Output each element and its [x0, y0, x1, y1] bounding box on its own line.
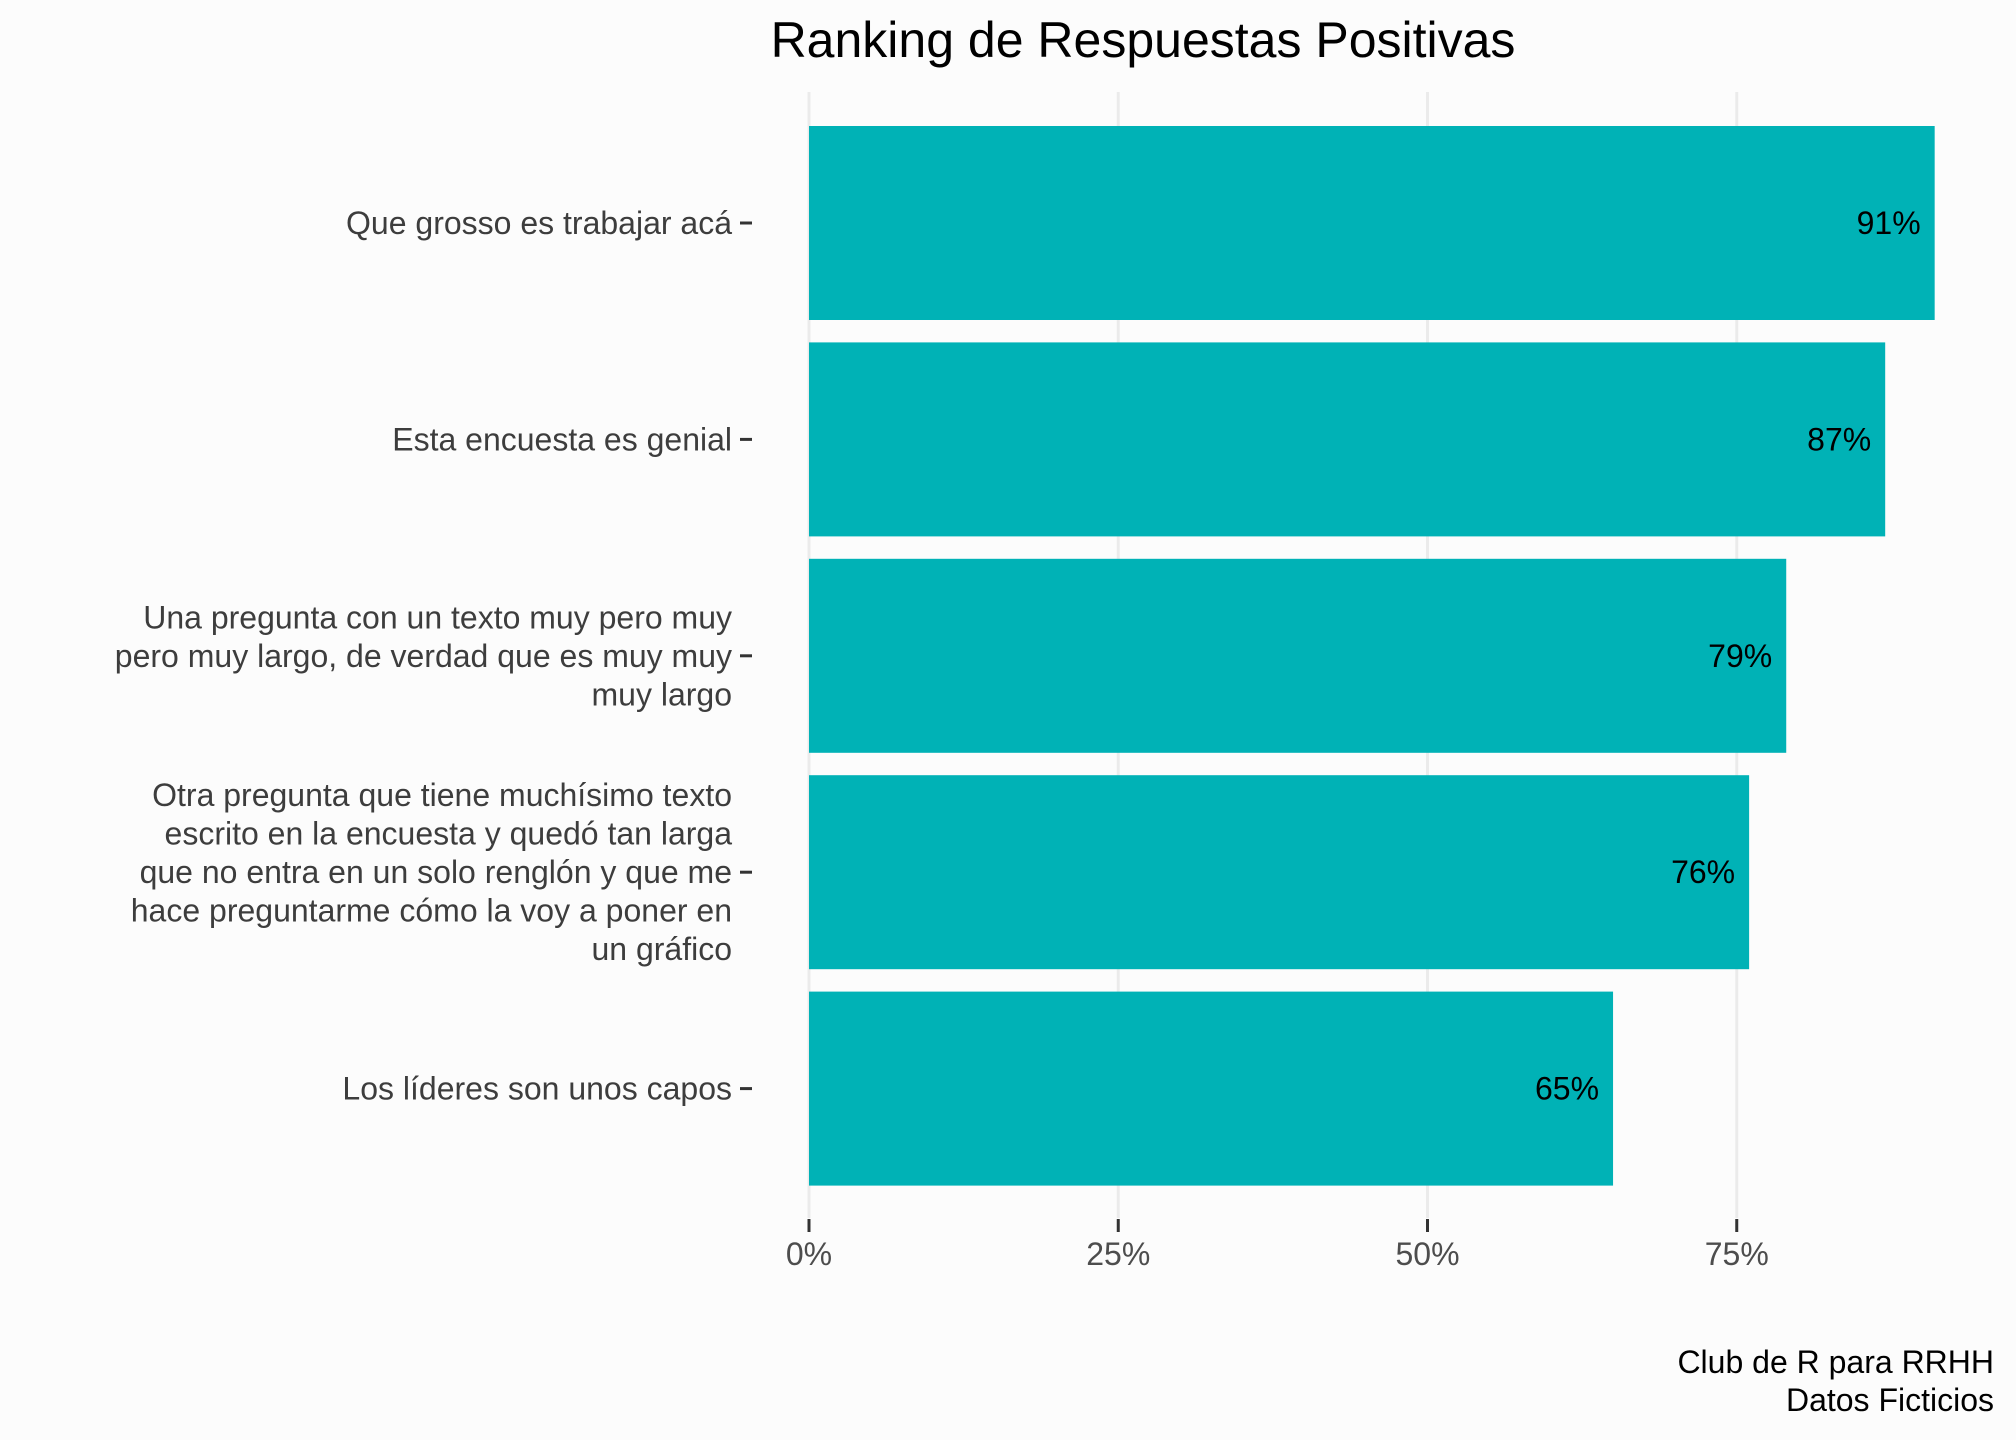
y-axis-label-line: Que grosso es trabajar acá [346, 205, 732, 241]
bar-value-label: 76% [1671, 854, 1735, 890]
x-axis: 0% 25% 50% 75% [786, 1219, 1769, 1272]
y-axis-label: Otra pregunta que tiene muchísimo texto e… [131, 777, 732, 967]
y-axis-label-line: muy largo [592, 676, 733, 712]
y-axis-label-line: escrito en la encuesta y quedó tan larga [165, 816, 733, 852]
caption-line-2: Datos Ficticios [1786, 1382, 1994, 1418]
bar [809, 991, 1614, 1186]
y-axis-label: Que grosso es trabajar acá [346, 205, 732, 241]
bar [809, 558, 1787, 753]
y-axis-label-line: hace preguntarme cómo la voy a poner en [131, 893, 732, 929]
x-tick-label: 25% [1086, 1236, 1150, 1272]
y-axis-label: Una pregunta con un texto muy pero muy pe… [115, 599, 732, 712]
y-axis-label-line: que no entra en un solo renglón y que me [140, 854, 732, 890]
y-axis-label-line: un gráfico [591, 931, 732, 967]
x-tick-label: 0% [786, 1236, 832, 1272]
y-axis-labels: Que grosso es trabajar acá Esta encuesta … [115, 205, 752, 1107]
bar [809, 342, 1886, 537]
bar [809, 126, 1935, 320]
bar [809, 775, 1750, 970]
bars: 91% 87% 79% 76% 65% [809, 126, 1935, 1186]
chart-title: Ranking de Respuestas Positivas [771, 12, 1516, 68]
x-tick-label: 50% [1395, 1236, 1459, 1272]
caption-line-1: Club de R para RRHH [1677, 1344, 1994, 1380]
caption: Club de R para RRHH Datos Ficticios [1677, 1344, 1994, 1418]
bar-value-label: 65% [1535, 1071, 1599, 1107]
bar-value-label: 79% [1708, 638, 1772, 674]
y-axis-label-line: Una pregunta con un texto muy pero muy [143, 599, 732, 635]
y-axis-label-line: pero muy largo, de verdad que es muy muy [115, 638, 732, 674]
bar-value-label: 87% [1807, 421, 1871, 457]
x-tick-label: 75% [1705, 1236, 1769, 1272]
y-axis-label-line: Otra pregunta que tiene muchísimo texto [152, 777, 732, 813]
y-axis-label: Los líderes son unos capos [342, 1071, 732, 1107]
y-axis-label-line: Esta encuesta es genial [392, 421, 732, 457]
y-axis-label: Esta encuesta es genial [392, 421, 732, 457]
bar-value-label: 91% [1857, 205, 1921, 241]
y-axis-label-line: Los líderes son unos capos [342, 1071, 732, 1107]
